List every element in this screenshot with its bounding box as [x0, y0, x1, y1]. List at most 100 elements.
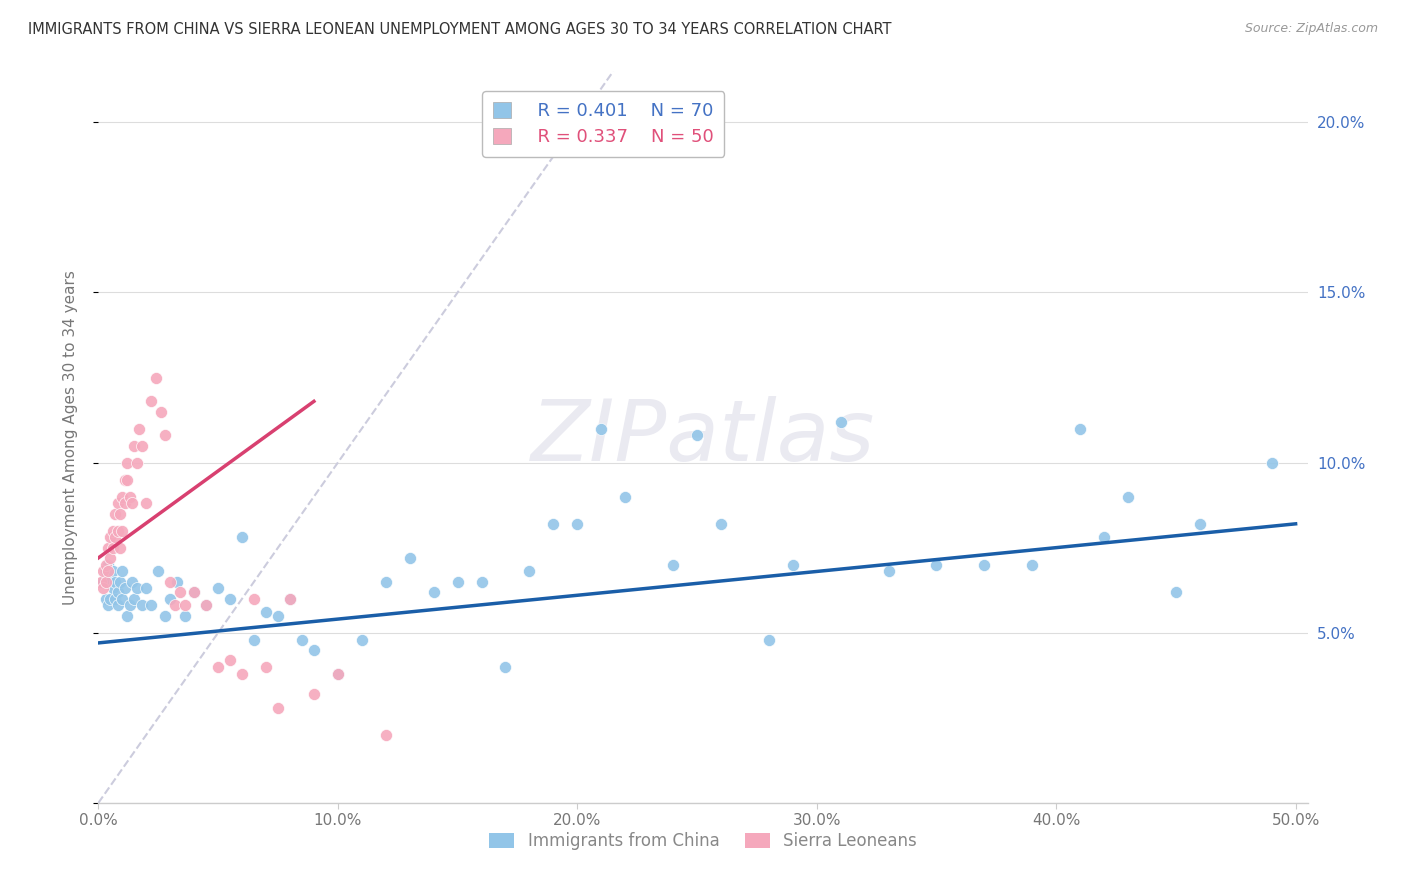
- Point: [254, 605, 277, 619]
- Point: [267, 608, 290, 623]
- Point: [97, 599, 120, 613]
- Point: [94, 591, 117, 606]
- Point: [925, 558, 948, 572]
- Point: [101, 565, 124, 579]
- Point: [219, 653, 242, 667]
- Point: [97, 558, 120, 572]
- Point: [267, 700, 290, 714]
- Point: [207, 659, 229, 673]
- Point: [111, 490, 134, 504]
- Point: [114, 582, 136, 596]
- Point: [128, 421, 150, 435]
- Point: [104, 507, 127, 521]
- Point: [100, 574, 122, 589]
- Point: [159, 574, 181, 589]
- Point: [686, 428, 709, 442]
- Text: Source: ZipAtlas.com: Source: ZipAtlas.com: [1244, 22, 1378, 36]
- Legend: Immigrants from China, Sierra Leoneans: Immigrants from China, Sierra Leoneans: [482, 825, 924, 856]
- Point: [278, 591, 301, 606]
- Point: [111, 591, 134, 606]
- Point: [470, 574, 492, 589]
- Point: [291, 632, 314, 647]
- Point: [104, 591, 127, 606]
- Point: [118, 599, 141, 613]
- Point: [183, 585, 205, 599]
- Point: [183, 585, 205, 599]
- Point: [350, 632, 373, 647]
- Point: [108, 574, 131, 589]
- Point: [243, 632, 266, 647]
- Point: [90, 574, 112, 589]
- Point: [614, 490, 637, 504]
- Point: [422, 585, 444, 599]
- Point: [139, 394, 162, 409]
- Point: [159, 591, 181, 606]
- Point: [374, 728, 396, 742]
- Point: [131, 599, 153, 613]
- Point: [398, 550, 420, 565]
- Point: [111, 524, 134, 538]
- Point: [145, 370, 167, 384]
- Point: [1092, 531, 1115, 545]
- Point: [758, 632, 780, 647]
- Point: [591, 421, 613, 435]
- Point: [108, 541, 131, 555]
- Text: ZIPatlas: ZIPatlas: [531, 395, 875, 479]
- Point: [131, 439, 153, 453]
- Point: [91, 582, 114, 596]
- Point: [278, 591, 301, 606]
- Point: [108, 507, 131, 521]
- Point: [1021, 558, 1043, 572]
- Point: [124, 591, 146, 606]
- Point: [118, 490, 141, 504]
- Point: [104, 574, 127, 589]
- Point: [125, 582, 148, 596]
- Point: [1116, 490, 1139, 504]
- Point: [782, 558, 804, 572]
- Point: [94, 574, 117, 589]
- Point: [100, 531, 122, 545]
- Point: [100, 591, 122, 606]
- Point: [326, 666, 349, 681]
- Point: [543, 516, 565, 531]
- Point: [254, 659, 277, 673]
- Point: [135, 496, 157, 510]
- Point: [97, 541, 120, 555]
- Point: [519, 565, 541, 579]
- Point: [173, 599, 195, 613]
- Point: [195, 599, 218, 613]
- Point: [155, 428, 177, 442]
- Point: [374, 574, 396, 589]
- Point: [166, 574, 188, 589]
- Point: [1188, 516, 1211, 531]
- Point: [326, 666, 349, 681]
- Point: [107, 524, 129, 538]
- Point: [107, 585, 129, 599]
- Point: [662, 558, 685, 572]
- Point: [148, 565, 170, 579]
- Point: [1164, 585, 1187, 599]
- Point: [567, 516, 589, 531]
- Point: [135, 582, 157, 596]
- Point: [219, 591, 242, 606]
- Point: [830, 415, 852, 429]
- Point: [231, 531, 253, 545]
- Point: [94, 558, 117, 572]
- Point: [710, 516, 733, 531]
- Point: [495, 659, 517, 673]
- Point: [111, 565, 134, 579]
- Point: [115, 473, 138, 487]
- Point: [94, 565, 117, 579]
- Point: [91, 565, 114, 579]
- Point: [107, 496, 129, 510]
- Point: [302, 642, 325, 657]
- Point: [107, 599, 129, 613]
- Point: [302, 687, 325, 701]
- Point: [101, 524, 124, 538]
- Point: [124, 439, 146, 453]
- Point: [115, 456, 138, 470]
- Point: [115, 608, 138, 623]
- Point: [169, 585, 191, 599]
- Point: [163, 599, 186, 613]
- Point: [1260, 456, 1282, 470]
